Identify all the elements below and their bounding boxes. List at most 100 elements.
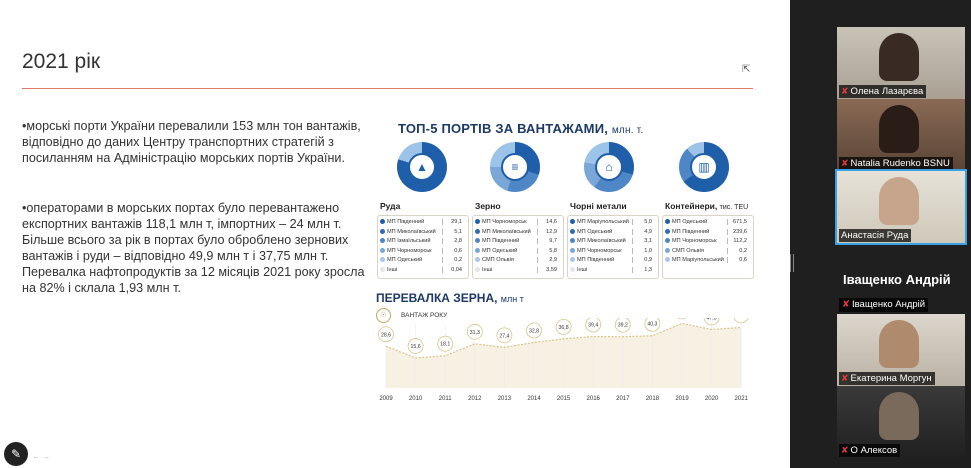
port-row: МП Південний 9,7: [475, 238, 561, 245]
port-row: Інші 1,3: [570, 267, 656, 273]
port-row: МП Маріупольський 0,6: [665, 257, 751, 264]
port-name: Інші: [577, 267, 588, 273]
category-label: Руда: [380, 201, 400, 211]
port-row: Інші 3,59: [475, 267, 561, 273]
port-value: 3,59: [537, 267, 559, 273]
panel-resize-handle[interactable]: [790, 254, 794, 272]
annotate-pen-icon[interactable]: ✎: [4, 442, 28, 466]
data-label: 18,1: [440, 342, 450, 348]
participant-video: [879, 33, 919, 81]
participant-tile[interactable]: ✘ О Алексов: [837, 386, 965, 458]
bullet-paragraph-2: •операторами в морських портах було пере…: [22, 201, 365, 295]
data-label: 39,4: [588, 323, 598, 329]
port-name: МП Чорноморськ: [482, 219, 527, 225]
port-row: МП Миколаївський 12,9: [475, 228, 561, 235]
port-value: 112,2: [727, 238, 749, 245]
category-label: Контейнери, тис. TEU: [665, 201, 748, 211]
data-point-marker: [644, 318, 661, 332]
series-dot-icon: [380, 219, 385, 224]
metal-icon: ⌂: [595, 153, 623, 181]
port-value: 14,6: [537, 219, 559, 225]
participant-tile-active[interactable]: Анастасія Руда: [835, 169, 967, 245]
series-dot-icon: [665, 228, 670, 234]
port-value: 671,5: [727, 219, 749, 225]
port-name: МП Південний: [672, 228, 710, 235]
data-point-marker: [496, 327, 513, 344]
series-dot-icon: [570, 219, 575, 224]
infographic-title-unit: млн. т.: [611, 125, 644, 136]
x-tick-label: 2021: [735, 396, 749, 402]
port-row: МП Одеський 4,9: [570, 228, 656, 235]
mic-muted-icon: ✘: [841, 445, 849, 455]
data-point-marker: [466, 323, 483, 340]
series-dot-icon: [570, 228, 575, 234]
port-value: 2,8: [442, 238, 464, 245]
port-row: МП Чорноморськ 1,0: [570, 247, 656, 254]
participant-tile[interactable]: ✘ Екатерина Моргун: [837, 314, 965, 386]
series-dot-icon: [665, 238, 670, 244]
x-tick-label: 2016: [587, 396, 601, 402]
port-name: Інші: [482, 267, 493, 273]
port-name: Інші: [387, 267, 398, 273]
mouse-cursor-icon: ⇱: [742, 64, 751, 75]
port-row: МП Одеський 671,5: [665, 219, 751, 225]
mic-muted-icon: ✘: [841, 373, 849, 383]
participant-video: [879, 105, 919, 153]
data-label: 15,6: [411, 344, 421, 350]
data-label: 28,6: [381, 332, 391, 338]
port-value: 0,6: [727, 257, 749, 264]
infographic-title-text: ТОП-5 ПОРТІВ ЗА ВАНТАЖАМИ,: [398, 121, 609, 136]
participant-name: Natalia Rudenko BSNU: [850, 158, 950, 169]
cargo-year-badge-icon: ☉: [376, 308, 391, 323]
participant-label: ✘ Екатерина Моргун: [839, 372, 935, 385]
port-row: МП Чорноморськ 0,6: [380, 247, 466, 254]
participant-name: Екатерина Моргун: [850, 373, 932, 384]
grain-section-title-text: ПЕРЕВАЛКА ЗЕРНА,: [376, 291, 498, 305]
series-dot-icon: [475, 267, 480, 272]
legend-text: ВАНТАЖ РОКУ: [401, 312, 448, 319]
participant-tile[interactable]: ✘ Олена Лазарєва: [837, 27, 965, 99]
port-value: 1,0: [632, 247, 654, 254]
grain-line-chart: 28,6 2009 15,6 2010 18,1 2011 31,3 2012 27,4 2013…: [378, 318, 749, 402]
participant-tile[interactable]: ✘ Natalia Rudenko BSNU: [837, 99, 965, 171]
category-label: Чорні метали: [570, 201, 627, 211]
slide-nav-arrows-icon[interactable]: ← →: [32, 452, 51, 461]
data-label: 27,4: [499, 333, 509, 339]
port-value: 239,6: [727, 228, 749, 235]
container-icon: ▥: [690, 153, 718, 181]
port-row: МП Маріупольський 5,0: [570, 219, 656, 225]
participant-label: ✘ О Алексов: [839, 444, 901, 457]
port-name: СМП Ольвія: [672, 247, 704, 254]
series-dot-icon: [475, 257, 480, 263]
data-label: 31,3: [470, 330, 480, 336]
port-name: МП Південний: [482, 238, 520, 245]
data-point-marker: [526, 322, 542, 339]
x-tick-label: 2014: [527, 396, 541, 402]
series-dot-icon: [380, 257, 385, 263]
slide-title: 2021 рік: [22, 50, 101, 73]
x-tick-label: 2017: [616, 396, 630, 402]
port-value: 0,2: [727, 247, 749, 254]
port-name: МП Чорноморськ: [672, 238, 717, 245]
port-name: МП Миколаївський: [482, 228, 531, 235]
shared-screen: 2021 рік ⇱ •морські порти України перева…: [0, 0, 790, 468]
category-table: [472, 215, 564, 279]
port-row: МП Чорноморськ 14,6: [475, 219, 561, 225]
participant-name-no-video: Іващенко Андрій: [843, 272, 951, 287]
x-tick-label: 2018: [646, 396, 660, 402]
mic-muted-icon: ✘: [841, 86, 849, 96]
category-label-text: Руда: [380, 201, 401, 211]
port-value: 0,6: [442, 247, 464, 254]
participant-name: О Алексов: [850, 445, 898, 456]
port-row: МП Миколаївський 5,1: [380, 228, 466, 235]
port-row: МП Південний 239,6: [665, 228, 751, 235]
category-table: [567, 215, 659, 279]
port-name: МП Одеський: [672, 219, 708, 225]
port-value: 29,1: [442, 219, 464, 225]
port-row: МП Південний 29,1: [380, 219, 466, 225]
series-dot-icon: [570, 257, 575, 263]
data-point-marker: [677, 318, 687, 320]
grain-donut-chart: ≡: [490, 142, 540, 192]
mic-muted-icon: ✘: [842, 299, 850, 310]
data-label: 32,8: [529, 328, 539, 334]
